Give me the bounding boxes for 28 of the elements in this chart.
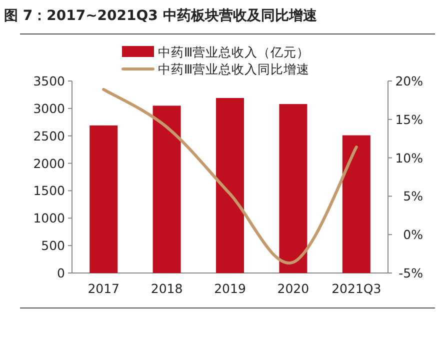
x-tick-label: 2019 [214, 281, 246, 296]
y2-tick-label: 0% [403, 227, 424, 242]
y-tick-label: 3500 [33, 74, 66, 88]
legend-label: 中药Ⅲ营业总收入同比增速 [158, 62, 310, 76]
chart-title: 图 7：2017~2021Q3 中药板块营收及同比增速 [4, 8, 318, 24]
bar [279, 104, 308, 273]
x-tick-label: 2017 [88, 281, 120, 296]
y2-tick-label: 20% [395, 74, 424, 88]
y-tick-label: 500 [41, 238, 66, 254]
bar [152, 106, 181, 273]
x-tick-label: 2020 [277, 281, 310, 296]
bar [216, 98, 244, 273]
x-tick-label: 2021Q3 [332, 281, 382, 296]
y2-tick-label: 5% [403, 188, 424, 204]
y-tick-label: 0 [57, 266, 66, 280]
bar [90, 125, 118, 273]
line-series [102, 88, 358, 264]
y2-tick-label: 10% [395, 150, 424, 166]
y2-tick-label: -5% [398, 266, 424, 280]
y-tick-label: 2500 [33, 128, 66, 144]
y-tick-label: 1500 [33, 183, 66, 198]
bar [342, 135, 370, 273]
y-tick-label: 2000 [33, 156, 66, 171]
legend-label: 中药Ⅲ营业总收入（亿元） [158, 44, 310, 60]
y2-tick-label: 15% [395, 112, 424, 127]
y-tick-label: 1000 [33, 210, 66, 226]
x-tick-label: 2018 [150, 281, 183, 296]
y-tick-label: 3000 [33, 100, 66, 116]
